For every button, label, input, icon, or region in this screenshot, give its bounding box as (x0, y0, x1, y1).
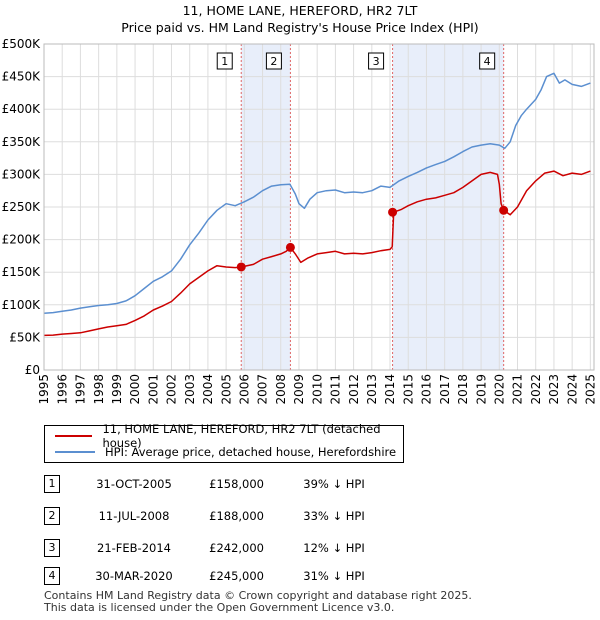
x-tick-label: 2010 (310, 374, 324, 405)
x-tick-label: 2019 (474, 374, 488, 405)
legend-swatch-hpi (55, 451, 95, 453)
x-tick-label: 1998 (92, 374, 106, 405)
y-tick-label: £450K (2, 70, 42, 84)
legend-label-hpi: HPI: Average price, detached house, Here… (105, 445, 397, 459)
sale-number: 3 (44, 539, 60, 557)
x-tick-label: 2002 (165, 374, 179, 405)
x-tick-label: 1995 (37, 374, 51, 405)
sale-label-number: 1 (221, 55, 228, 68)
sale-point (388, 207, 398, 217)
sale-label-box (216, 52, 233, 70)
sale-price: £158,000 (209, 477, 264, 491)
hpi-line (43, 72, 591, 315)
sale-hpi-diff: 39% ↓ HPI (303, 477, 365, 491)
legend-swatch-property (55, 435, 93, 437)
sale-label-box (265, 52, 282, 70)
legend: 11, HOME LANE, HEREFORD, HR2 7LT (detach… (44, 422, 404, 463)
sale-hpi-diff: 12% ↓ HPI (303, 541, 365, 555)
x-tick-label: 1999 (110, 374, 124, 405)
y-tick-label: £500K (2, 37, 42, 51)
sale-label-number: 2 (270, 55, 277, 68)
x-tick-label: 2009 (292, 374, 306, 405)
chart-title: 11, HOME LANE, HEREFORD, HR2 7LT (183, 3, 418, 18)
x-tick-label: 2013 (365, 374, 379, 405)
x-tick-label: 2022 (529, 374, 543, 405)
sale-label-box (368, 52, 385, 70)
chart-subtitle: Price paid vs. HM Land Registry's House … (121, 20, 478, 35)
x-tick-label: 2018 (456, 374, 470, 405)
x-tick-label: 2020 (492, 374, 506, 405)
sale-date: 11-JUL-2008 (98, 509, 170, 523)
x-tick-label: 2001 (146, 374, 160, 405)
sale-price: £188,000 (209, 509, 264, 523)
sale-number: 1 (44, 475, 60, 493)
property-price-line (43, 170, 591, 337)
y-tick-label: £50K (9, 330, 41, 344)
sale-point (285, 242, 295, 252)
y-tick-label: £400K (2, 102, 42, 116)
sale-date: 30-MAR-2020 (95, 569, 173, 583)
footer-copyright: Contains HM Land Registry data © Crown c… (44, 589, 472, 602)
sale-price: £245,000 (209, 569, 264, 583)
y-tick-label: £0 (25, 363, 40, 377)
x-tick-label: 2011 (329, 374, 343, 405)
x-tick-label: 2024 (565, 374, 579, 405)
plot-frame (43, 43, 595, 371)
legend-label-property: 11, HOME LANE, HEREFORD, HR2 7LT (detach… (102, 422, 381, 450)
x-tick-label: 1997 (74, 374, 88, 405)
sale-point (499, 205, 509, 215)
sale-point (236, 262, 246, 272)
x-tick-label: 2003 (183, 374, 197, 405)
sale-number: 4 (44, 567, 60, 585)
x-tick-label: 2012 (347, 374, 361, 405)
x-tick-label: 2016 (420, 374, 434, 405)
x-tick-label: 2008 (274, 374, 288, 405)
legend-item-property: 11, HOME LANE, HEREFORD, HR2 7LT (detach… (55, 422, 403, 450)
sale-hpi-diff: 31% ↓ HPI (303, 569, 365, 583)
x-tick-label: 2007 (256, 374, 270, 405)
x-tick-label: 1996 (55, 374, 69, 405)
sale-label-box (479, 52, 496, 70)
price-chart: 11, HOME LANE, HEREFORD, HR2 7LT Price p… (2, 3, 598, 405)
footer: Contains HM Land Registry data © Crown c… (44, 590, 472, 614)
sale-hpi-diff: 33% ↓ HPI (303, 509, 365, 523)
x-tick-label: 2000 (128, 374, 142, 405)
x-tick-label: 2014 (383, 374, 397, 405)
x-tick-label: 2025 (584, 374, 598, 405)
y-tick-label: £300K (2, 167, 42, 181)
y-tick-label: £100K (2, 298, 42, 312)
y-tick-label: £200K (2, 233, 42, 247)
footer-licence: This data is licensed under the Open Gov… (44, 601, 395, 614)
y-tick-label: £350K (2, 135, 42, 149)
x-tick-label: 2004 (201, 374, 215, 405)
sale-label-number: 4 (484, 55, 491, 68)
x-tick-label: 2005 (219, 374, 233, 405)
x-tick-label: 2017 (438, 374, 452, 405)
sale-date: 21-FEB-2014 (97, 541, 171, 555)
x-tick-label: 2023 (547, 374, 561, 405)
y-tick-label: £150K (2, 265, 42, 279)
y-tick-label: £250K (2, 200, 42, 214)
sale-price: £242,000 (209, 541, 264, 555)
sale-date: 31-OCT-2005 (96, 477, 172, 491)
sale-number: 2 (44, 507, 60, 525)
x-tick-label: 2021 (511, 374, 525, 405)
sale-label-number: 3 (373, 55, 380, 68)
x-tick-label: 2015 (401, 374, 415, 405)
legend-item-hpi: HPI: Average price, detached house, Here… (55, 444, 396, 460)
x-tick-label: 2006 (238, 374, 252, 405)
